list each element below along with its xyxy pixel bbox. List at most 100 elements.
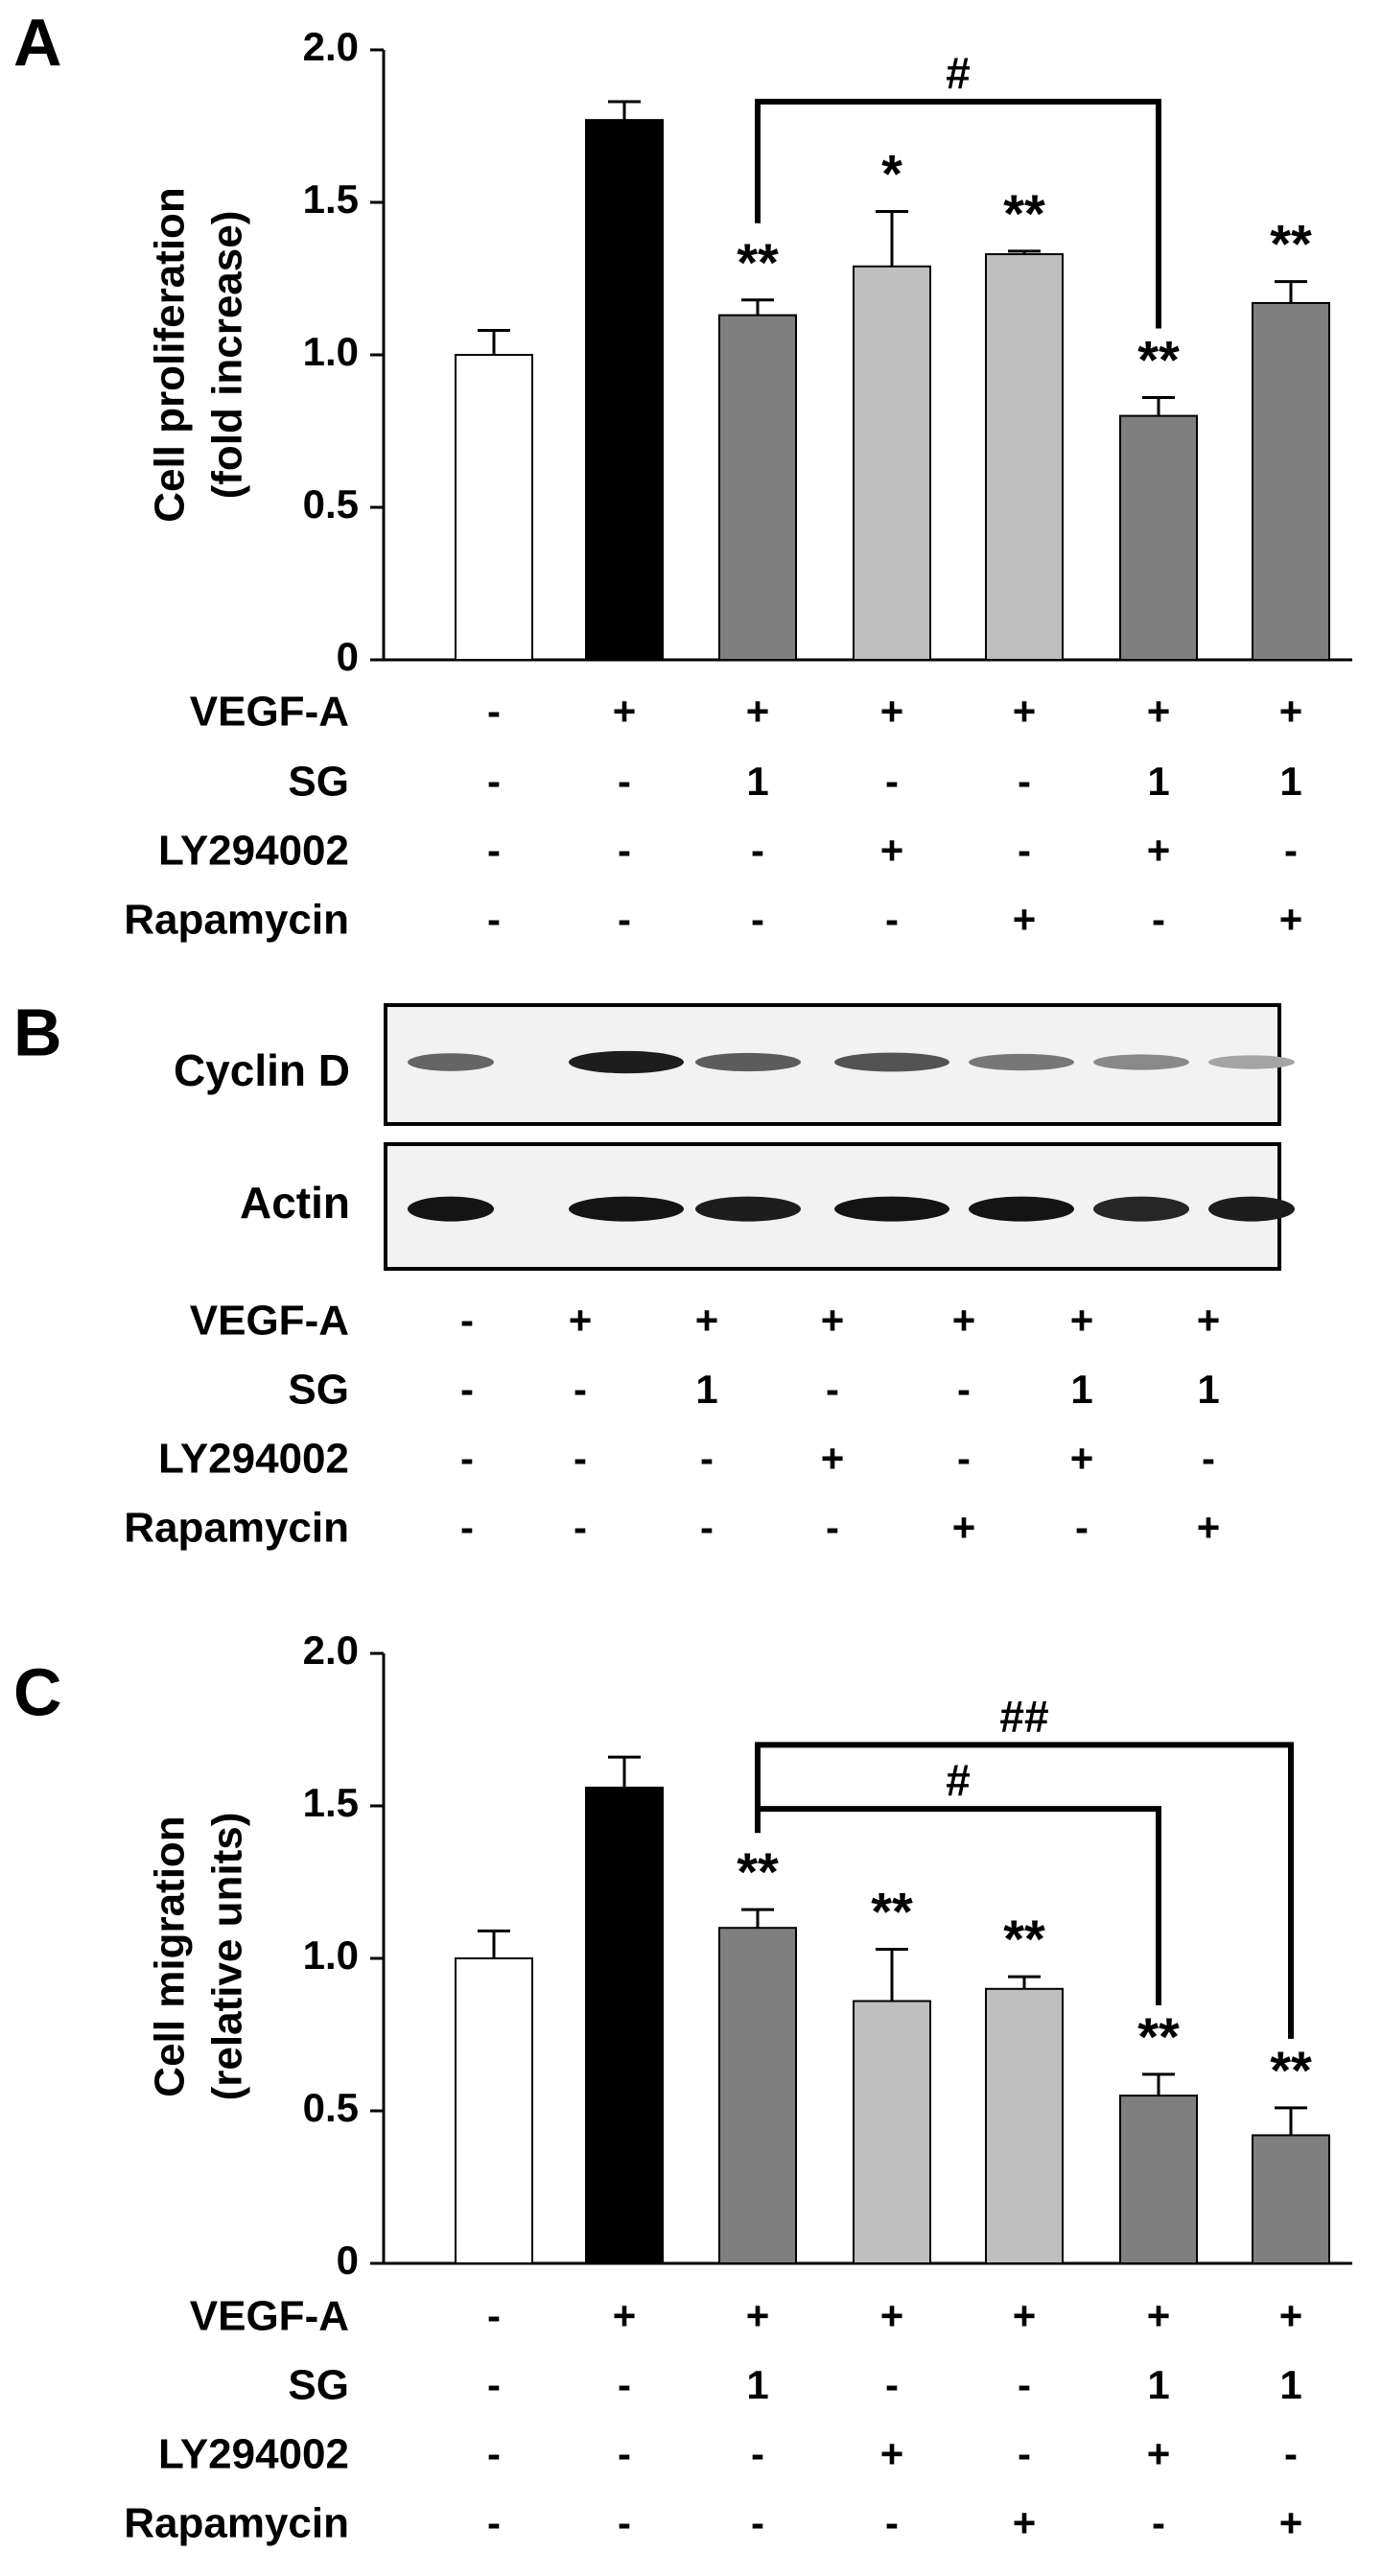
- condition-label: LY294002: [158, 1436, 349, 1483]
- condition-label: SG: [288, 1367, 349, 1414]
- bracket-label: ##: [999, 1691, 1048, 1741]
- y-tick-label: 0.5: [303, 481, 359, 527]
- significance-label: **: [1137, 2006, 1180, 2067]
- panel-letter: C: [13, 1654, 62, 1729]
- blot-label: Actin: [240, 1178, 350, 1228]
- condition-value: +: [821, 1298, 845, 1343]
- bar: [853, 2000, 931, 2265]
- condition-value: -: [1018, 759, 1031, 804]
- bar: [1252, 2134, 1330, 2264]
- condition-value: +: [569, 1298, 593, 1343]
- condition-value: -: [618, 2362, 631, 2407]
- bar: [718, 1927, 797, 2264]
- bar: [1252, 301, 1330, 661]
- condition-value: -: [1284, 2431, 1298, 2476]
- condition-value: -: [618, 828, 631, 873]
- condition-value: +: [1013, 897, 1037, 942]
- condition-value: 1: [1279, 759, 1301, 804]
- condition-value: -: [574, 1436, 587, 1481]
- condition-label: VEGF-A: [190, 1298, 349, 1345]
- condition-value: -: [700, 1505, 714, 1550]
- bar: [718, 314, 797, 661]
- condition-value: -: [1018, 828, 1031, 873]
- y-axis-label: Cell migration: [147, 1815, 194, 2096]
- condition-value: -: [574, 1367, 587, 1412]
- condition-value: -: [487, 828, 501, 873]
- significance-label: **: [1137, 330, 1180, 390]
- y-tick-label: 1.0: [303, 329, 359, 374]
- condition-value: +: [1279, 2293, 1303, 2338]
- blot-band: [569, 1196, 684, 1222]
- condition-value: -: [618, 897, 631, 942]
- significance-bracket: [755, 99, 1161, 329]
- condition-value: +: [880, 2431, 904, 2476]
- condition-value: +: [952, 1505, 976, 1550]
- condition-label: LY294002: [158, 2431, 349, 2478]
- condition-label: Rapamycin: [124, 897, 349, 944]
- bracket-label: #: [946, 1755, 971, 1805]
- condition-label: LY294002: [158, 828, 349, 875]
- condition-value: +: [952, 1298, 976, 1343]
- condition-value: 1: [1147, 2362, 1169, 2407]
- condition-value: +: [1279, 2500, 1303, 2545]
- blot-band: [695, 1052, 801, 1072]
- condition-value: -: [460, 1367, 474, 1412]
- blot-band: [1208, 1196, 1295, 1222]
- condition-value: +: [880, 689, 904, 734]
- condition-value: +: [1197, 1505, 1221, 1550]
- condition-value: -: [885, 759, 899, 804]
- condition-value: +: [1147, 2293, 1171, 2338]
- condition-value: -: [885, 2500, 899, 2545]
- blot-band: [408, 1196, 494, 1222]
- condition-value: +: [1197, 1298, 1221, 1343]
- condition-value: -: [957, 1367, 971, 1412]
- blot-band: [834, 1196, 949, 1222]
- condition-value: -: [751, 2500, 764, 2545]
- condition-value: -: [826, 1505, 839, 1550]
- condition-value: +: [1147, 828, 1171, 873]
- condition-value: +: [1147, 689, 1171, 734]
- condition-value: -: [1018, 2362, 1031, 2407]
- condition-value: 1: [1197, 1367, 1219, 1412]
- condition-value: +: [1013, 689, 1037, 734]
- panel-a-conditions: VEGF-A - + + + + + + SG - - 1 - - 1 1 LY294002 - - - + - + - Rap…: [124, 689, 1302, 944]
- condition-value: -: [751, 828, 764, 873]
- condition-value: +: [746, 2293, 770, 2338]
- condition-value: -: [487, 2500, 501, 2545]
- condition-value: -: [826, 1367, 839, 1412]
- bar: [585, 119, 664, 661]
- blot-label: Cyclin D: [174, 1045, 350, 1095]
- condition-value: 1: [746, 2362, 768, 2407]
- condition-value: 1: [746, 759, 768, 804]
- condition-value: -: [957, 1436, 971, 1481]
- condition-value: -: [618, 2500, 631, 2545]
- blot-band: [408, 1053, 494, 1071]
- significance-label: *: [881, 144, 902, 204]
- condition-label: SG: [288, 759, 349, 806]
- significance-bracket: [755, 1742, 1294, 2039]
- bar: [853, 265, 931, 661]
- bar: [985, 1987, 1064, 2265]
- condition-value: +: [1279, 689, 1303, 734]
- significance-bracket: [755, 1806, 1161, 2005]
- panel-c-conditions: VEGF-A - + + + + + + SG - - 1 - - 1 1 LY294002 - - - + - + - Rap…: [124, 2293, 1302, 2547]
- panel-c: C Cell migration (relative units) 0 0.5 1.0 1.…: [13, 1628, 1352, 2283]
- blot-band: [1093, 1054, 1189, 1070]
- y-tick-label: 2.0: [303, 24, 359, 69]
- y-axis-label: (fold increase): [204, 211, 251, 500]
- condition-value: -: [487, 2362, 501, 2407]
- y-tick-label: 0.5: [303, 2085, 359, 2130]
- condition-value: -: [487, 2431, 501, 2476]
- condition-value: -: [700, 1436, 714, 1481]
- significance-label: **: [871, 1881, 913, 1941]
- y-axis-label: (relative units): [204, 1813, 251, 2101]
- condition-value: -: [1152, 2500, 1165, 2545]
- condition-value: +: [695, 1298, 719, 1343]
- bar: [1119, 2095, 1198, 2265]
- condition-value: 1: [1147, 759, 1169, 804]
- condition-value: +: [880, 828, 904, 873]
- condition-value: -: [885, 2362, 899, 2407]
- significance-label: **: [737, 232, 779, 293]
- condition-value: -: [751, 2431, 764, 2476]
- condition-value: -: [751, 897, 764, 942]
